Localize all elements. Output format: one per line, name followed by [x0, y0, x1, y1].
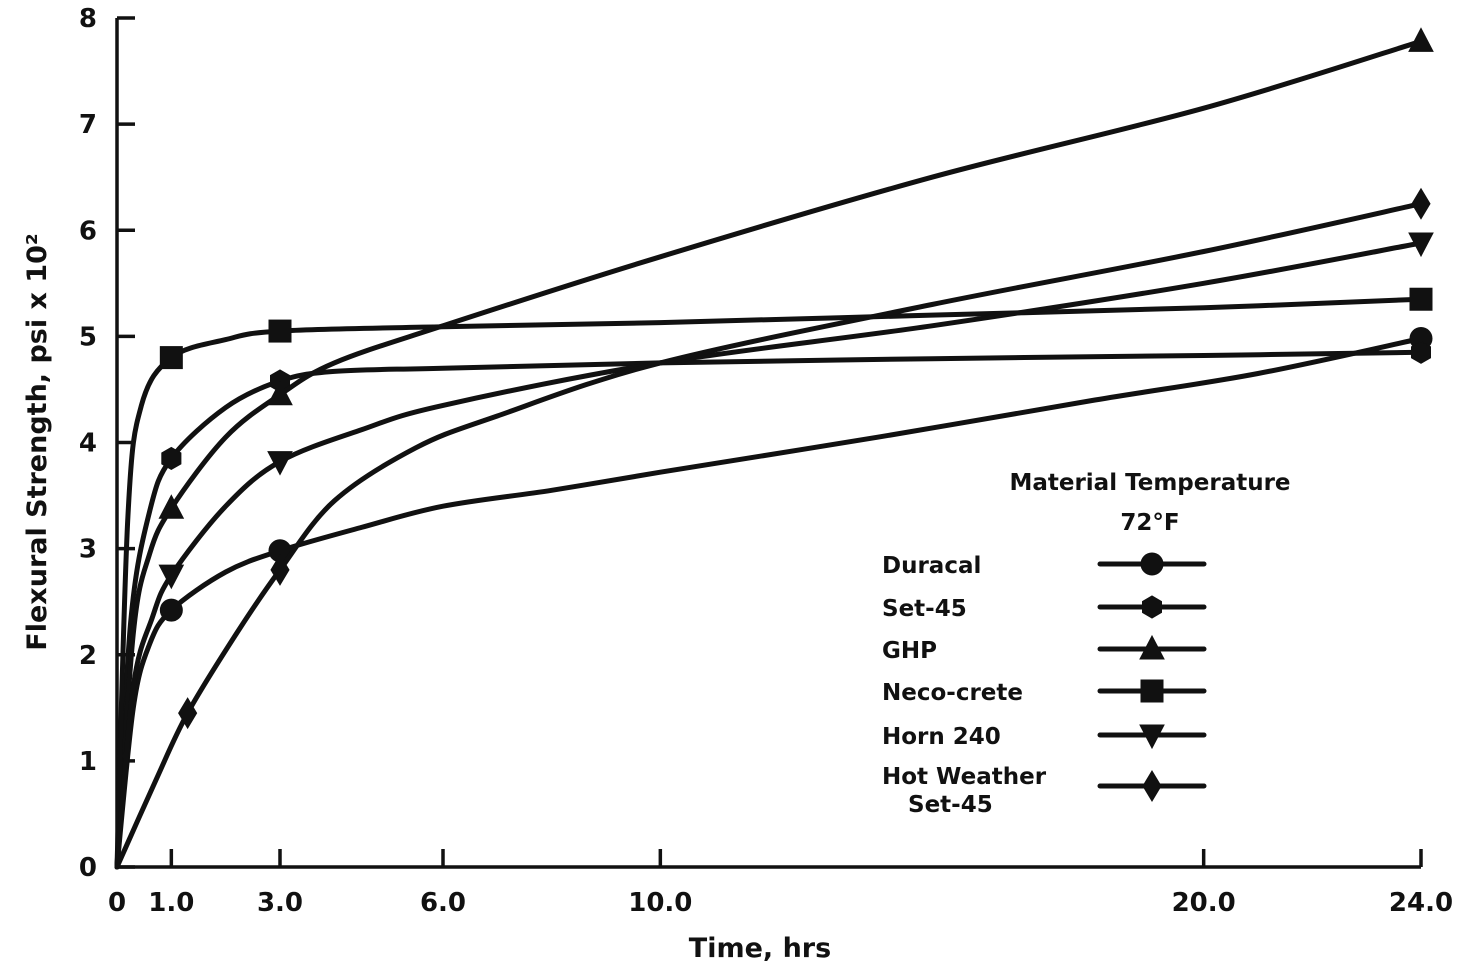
legend-title: Material Temperature [1009, 470, 1290, 496]
legend-label: GHP [882, 638, 937, 664]
legend-marker-set-45 [1142, 595, 1162, 619]
data-point-ghp [1408, 27, 1434, 52]
x-tick-label: 10.0 [628, 888, 692, 918]
data-point-horn-240 [267, 451, 293, 476]
series-duracal [114, 326, 1433, 870]
legend-label: Hot Weather Set-45 [882, 764, 1047, 818]
legend-label: Neco-crete [882, 680, 1023, 706]
x-tick-label: 20.0 [1172, 888, 1236, 918]
legend-marker-hot-weather-set-45 [1142, 770, 1162, 802]
series-line-neco-crete [114, 296, 1424, 870]
data-point-neco-crete [1409, 287, 1433, 311]
legend-marker-neco-crete [1140, 679, 1164, 703]
y-tick-label: 2 [79, 641, 97, 671]
data-point-set-45 [161, 446, 182, 470]
series-layer [114, 27, 1434, 870]
legend-marker-horn-240 [1139, 724, 1165, 750]
data-point-ghp [158, 494, 185, 519]
legend-item-ghp: GHP [882, 634, 1207, 664]
x-tick-label: 6.0 [420, 888, 466, 918]
series-line-duracal [114, 336, 1424, 870]
data-point-set-45 [1411, 340, 1431, 364]
series-line-horn-240 [114, 240, 1424, 870]
legend-item-set-45: Set-45 [882, 595, 1207, 622]
legend: Material Temperature 72°F Duracal Set-45 GHP… [882, 470, 1291, 818]
y-tick-label: 0 [79, 853, 97, 883]
legend-item-hot-weather-set-45: Hot Weather Set-45 [882, 764, 1207, 818]
data-point-horn-240 [1408, 232, 1434, 258]
x-tick-label: 1.0 [148, 888, 194, 918]
series-set-45 [114, 340, 1431, 870]
series-hot-weather-set-45 [114, 187, 1431, 870]
legend-item-duracal: Duracal [882, 552, 1207, 579]
data-point-hot-weather-set-45 [178, 697, 198, 730]
y-tick-label: 8 [79, 4, 97, 34]
series-ghp [114, 27, 1434, 870]
series-line-set-45 [114, 349, 1424, 870]
data-point-hot-weather-set-45 [270, 553, 290, 586]
data-point-duracal [159, 598, 183, 622]
y-tick-label: 7 [79, 110, 97, 140]
data-point-neco-crete [159, 346, 183, 370]
data-point-neco-crete [268, 319, 292, 343]
y-tick-label: 5 [79, 322, 97, 352]
legend-label: Horn 240 [882, 724, 1001, 750]
y-tick-label: 3 [79, 535, 97, 565]
axes: 0 1.0 3.0 6.0 10.0 20.0 24.0 0 1 2 3 4 5 6 7 8 [79, 4, 1453, 918]
data-point-hot-weather-set-45 [1411, 187, 1431, 220]
x-tick-label: 0 [108, 888, 126, 918]
y-tick-label: 4 [79, 429, 97, 459]
legend-label: Duracal [882, 553, 981, 579]
y-tick-label: 1 [79, 747, 97, 777]
data-point-ghp [267, 380, 293, 406]
series-horn-240 [114, 232, 1434, 870]
series-line-hot-weather-set-45 [114, 201, 1424, 870]
legend-label: Set-45 [882, 596, 967, 622]
legend-marker-duracal [1140, 552, 1164, 576]
legend-subtitle: 72°F [1120, 510, 1179, 536]
data-point-horn-240 [158, 564, 185, 590]
y-axis-title: Flexural Strength, psi x 10² [22, 233, 53, 650]
series-neco-crete [114, 287, 1433, 870]
series-line-ghp [114, 38, 1424, 870]
x-tick-label: 3.0 [257, 888, 303, 918]
y-tick-label: 6 [79, 216, 97, 246]
legend-marker-ghp [1139, 634, 1165, 660]
legend-item-neco-crete: Neco-crete [882, 679, 1207, 706]
x-axis-title: Time, hrs [689, 933, 831, 964]
legend-item-horn-240: Horn 240 [882, 724, 1207, 750]
x-tick-label: 24.0 [1389, 888, 1453, 918]
